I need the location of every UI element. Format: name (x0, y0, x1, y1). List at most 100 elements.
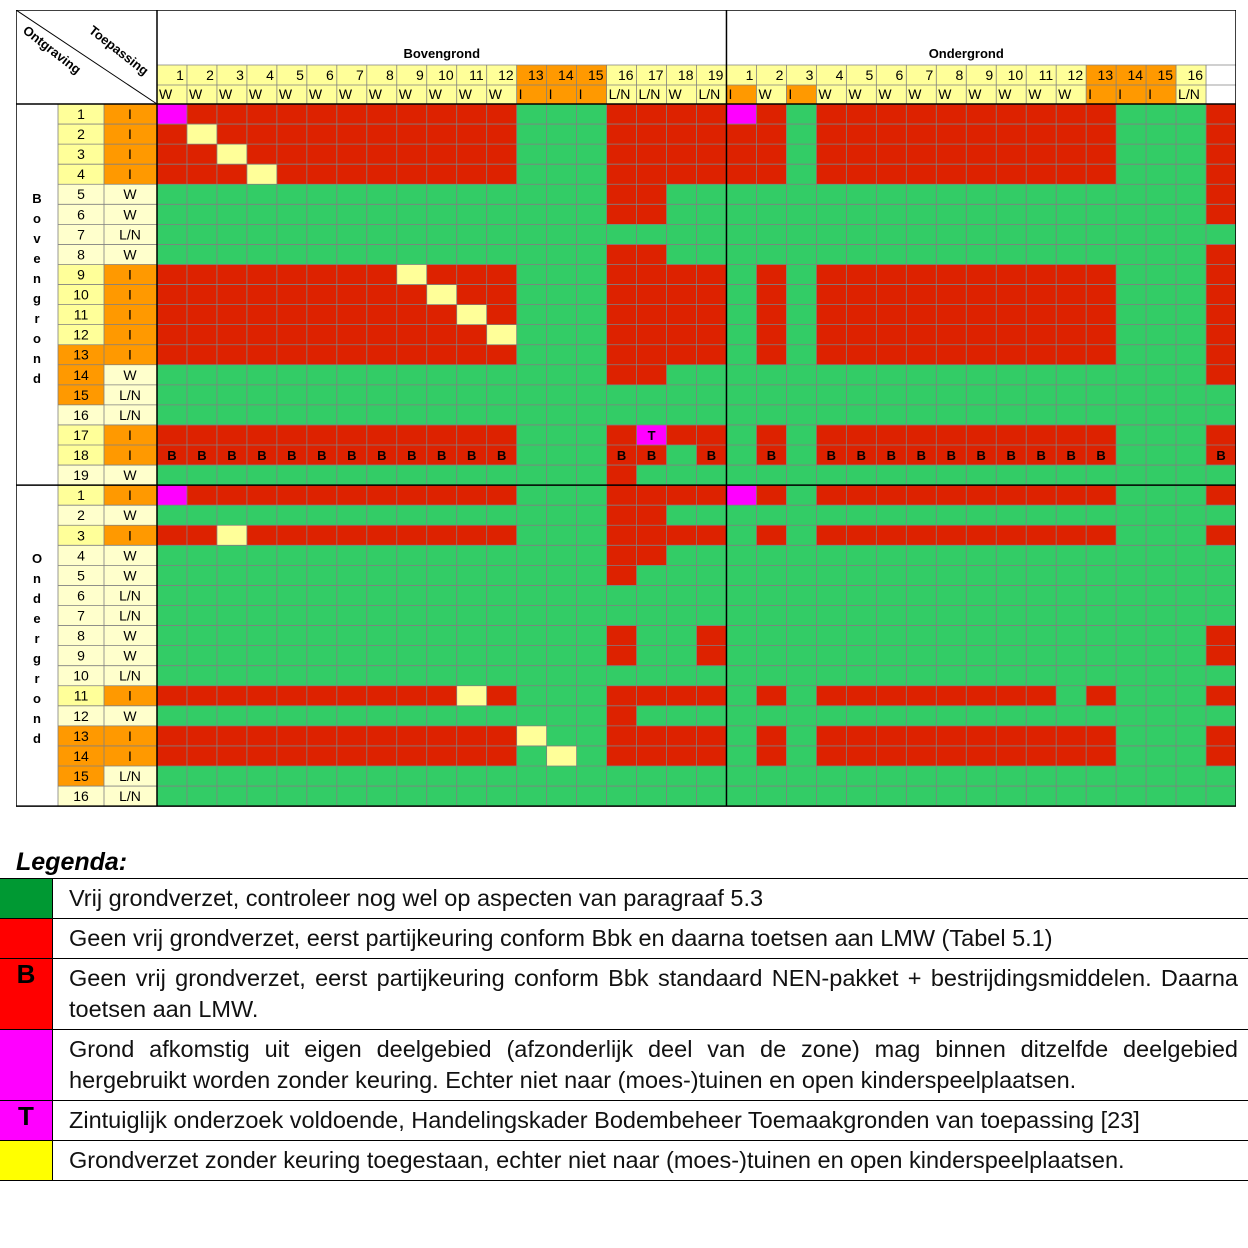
matrix-cell (1176, 786, 1207, 807)
matrix-cell (456, 445, 487, 466)
matrix-cell (306, 124, 337, 145)
matrix-cell (1146, 144, 1177, 165)
header-col-code: I (579, 86, 583, 102)
matrix-cell (186, 505, 217, 526)
matrix-cell (1206, 164, 1236, 185)
matrix-cell (456, 184, 487, 205)
matrix-cell (966, 384, 997, 405)
matrix-cell (157, 725, 187, 746)
matrix-cell (1206, 625, 1236, 646)
matrix-cell (546, 665, 577, 686)
matrix-cell (636, 765, 667, 787)
matrix-cell-letter: B (707, 448, 716, 463)
header-col-code: W (339, 86, 353, 102)
matrix-cell (786, 765, 817, 787)
matrix-cell (816, 244, 847, 265)
row-num: 10 (73, 287, 89, 303)
matrix-cell (1116, 645, 1147, 666)
matrix-cell (157, 505, 187, 526)
matrix-cell (966, 424, 997, 446)
row-code: I (128, 106, 132, 122)
matrix-cell (276, 224, 307, 245)
matrix-cell (486, 545, 517, 566)
matrix-cell (786, 725, 817, 746)
matrix-cell (726, 124, 757, 145)
matrix-cell (216, 745, 247, 766)
matrix-cell-letter: B (1216, 448, 1225, 463)
matrix-cell (846, 384, 877, 405)
matrix-cell (1206, 364, 1236, 385)
legend-swatch (0, 1029, 53, 1101)
matrix-cell (216, 665, 247, 686)
matrix-cell (696, 465, 727, 486)
matrix-cell (1206, 184, 1236, 205)
matrix-cell (426, 384, 457, 405)
matrix-cell (816, 264, 847, 285)
matrix-cell (1116, 725, 1147, 746)
matrix-cell (546, 344, 577, 365)
matrix-cell (546, 264, 577, 285)
matrix-cell (1206, 745, 1236, 766)
matrix-cell (366, 164, 397, 185)
matrix-cell (456, 364, 487, 385)
matrix-cell (726, 605, 757, 626)
matrix-cell (1056, 204, 1087, 225)
matrix-cell (246, 565, 277, 586)
matrix-cell (1056, 445, 1087, 466)
header-col-code-cell (1116, 85, 1147, 104)
matrix-cell (336, 485, 367, 506)
matrix-cell (456, 384, 487, 405)
row-num-cell (58, 244, 104, 265)
matrix-cell (456, 645, 487, 666)
matrix-cell (876, 104, 907, 125)
header-col-code: W (189, 86, 203, 102)
matrix-cell (516, 665, 547, 686)
matrix-cell (666, 445, 697, 466)
matrix-cell (606, 525, 637, 546)
matrix-cell (606, 284, 637, 305)
matrix-cell (336, 505, 367, 526)
matrix-cell (1206, 465, 1236, 486)
matrix-cell (276, 164, 307, 185)
matrix-cell (936, 565, 967, 586)
matrix-cell (756, 244, 787, 265)
matrix-cell (606, 304, 637, 325)
legend-description: Vrij grondverzet, controleer nog wel op … (52, 878, 1248, 919)
matrix-cell (726, 685, 757, 706)
matrix-cell (306, 765, 337, 787)
header-col-num: 11 (469, 67, 484, 83)
row-code: W (123, 628, 137, 644)
matrix-cell (876, 144, 907, 165)
matrix-cell (516, 745, 547, 766)
matrix-cell (756, 204, 787, 225)
header-col-num: 8 (955, 67, 963, 83)
matrix-cell (1206, 585, 1236, 606)
matrix-cell (186, 725, 217, 746)
matrix-cell (696, 585, 727, 606)
matrix-cell (726, 745, 757, 766)
header-col-num-cell (396, 65, 427, 85)
matrix-cell (996, 645, 1027, 666)
matrix-cell (726, 485, 757, 506)
matrix-cell (396, 685, 427, 706)
matrix-cell (516, 184, 547, 205)
matrix-cell (186, 324, 217, 345)
matrix-cell (1146, 264, 1177, 285)
matrix-cell (606, 585, 637, 606)
matrix-cell (516, 424, 547, 446)
matrix-cell (456, 104, 487, 125)
matrix-cell (756, 344, 787, 365)
header-col-code-cell (157, 85, 187, 104)
row-code-cell (104, 364, 157, 385)
matrix-cell (426, 344, 457, 365)
matrix-cell (546, 565, 577, 586)
matrix-cell (636, 384, 667, 405)
matrix-cell (786, 685, 817, 706)
row-num: 6 (77, 587, 85, 603)
header-col-code-cell (906, 85, 937, 104)
matrix-cell (426, 786, 457, 807)
matrix-cell (966, 344, 997, 365)
matrix-cell (456, 525, 487, 546)
row-code: I (128, 166, 132, 182)
row-num-cell (58, 685, 104, 706)
